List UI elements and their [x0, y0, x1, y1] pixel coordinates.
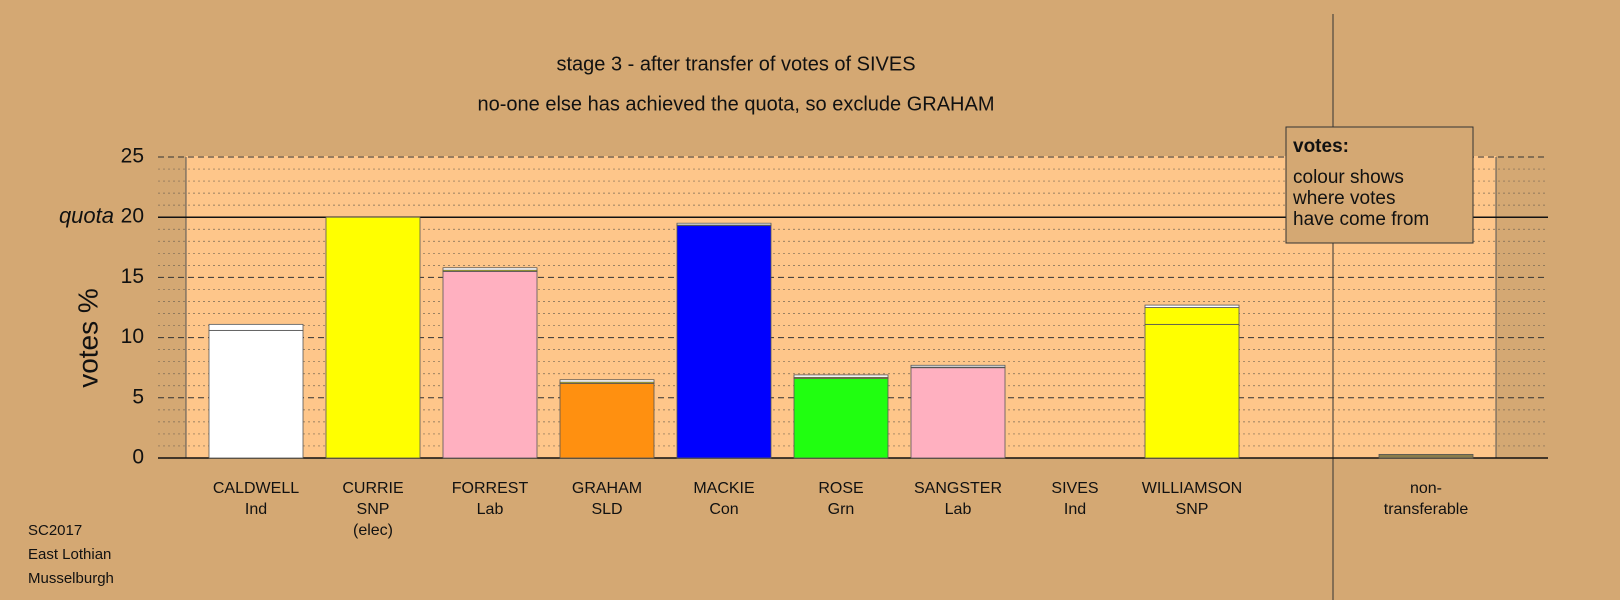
footer-text: East Lothian	[28, 546, 111, 563]
x-tick-label: (elec)	[353, 522, 393, 539]
x-tick-label: SANGSTER	[914, 480, 1002, 497]
x-tick-label: FORREST	[452, 480, 529, 497]
x-tick-label: Lab	[477, 501, 504, 518]
bar-segment	[676, 225, 772, 459]
legend-box: votes: colour shows where votes have com…	[1285, 126, 1474, 244]
bar-segment	[208, 329, 304, 459]
bar-segment	[559, 382, 655, 459]
y-tick-label: 5	[132, 385, 144, 408]
x-tick-label: GRAHAM	[572, 480, 642, 497]
bar-segment	[1378, 453, 1474, 459]
bar-segment	[442, 270, 538, 459]
bar-segment	[1144, 323, 1240, 459]
x-tick-label: non-	[1410, 480, 1442, 497]
bar-segment	[910, 367, 1006, 459]
bar-segment	[325, 216, 421, 459]
legend-frame	[1285, 126, 1474, 244]
x-tick-label: ROSE	[818, 480, 863, 497]
x-tick-label: WILLIAMSON	[1142, 480, 1242, 497]
y-tick-label: 25	[121, 145, 144, 168]
x-tick-label: Grn	[828, 501, 855, 518]
footer-text: Musselburgh	[28, 570, 114, 587]
bar-segment	[442, 267, 538, 271]
bar-segment	[793, 374, 889, 378]
x-tick-label: SNP	[1176, 501, 1209, 518]
x-tick-label: transferable	[1384, 501, 1469, 518]
chart-title: stage 3 - after transfer of votes of SIV…	[556, 53, 915, 75]
x-tick-label: SIVES	[1051, 480, 1098, 497]
x-tick-label: SNP	[357, 501, 390, 518]
y-tick-label: 20	[121, 205, 144, 228]
x-tick-label: CALDWELL	[213, 480, 299, 497]
bar-segment	[208, 323, 304, 331]
chart-subtitle: no-one else has achieved the quota, so e…	[478, 93, 995, 115]
bar-segment	[559, 379, 655, 383]
x-tick-label: MACKIE	[693, 480, 754, 497]
y-tick-label: 0	[132, 446, 144, 469]
y-axis-label: votes %	[72, 288, 103, 388]
x-tick-label: SLD	[591, 501, 622, 518]
bar-segment	[910, 364, 1006, 368]
y-tick-label: 15	[121, 265, 144, 288]
bar-segment	[1144, 304, 1240, 308]
x-tick-label: Con	[709, 501, 738, 518]
footer-text: SC2017	[28, 522, 82, 539]
bar-segment	[793, 378, 889, 459]
legend-text: where votes	[1292, 188, 1395, 209]
y-tick-label: 10	[121, 325, 144, 348]
legend-text: colour shows	[1293, 167, 1404, 188]
legend-text: have come from	[1293, 209, 1429, 230]
x-tick-label: CURRIE	[342, 480, 403, 497]
x-tick-label: Ind	[245, 501, 267, 518]
x-tick-label: Lab	[945, 501, 972, 518]
legend-title: votes:	[1293, 136, 1349, 157]
bar-segment	[676, 222, 772, 226]
x-tick-label: Ind	[1064, 501, 1086, 518]
bar-segment	[1144, 307, 1240, 325]
quota-label: quota	[59, 203, 114, 228]
